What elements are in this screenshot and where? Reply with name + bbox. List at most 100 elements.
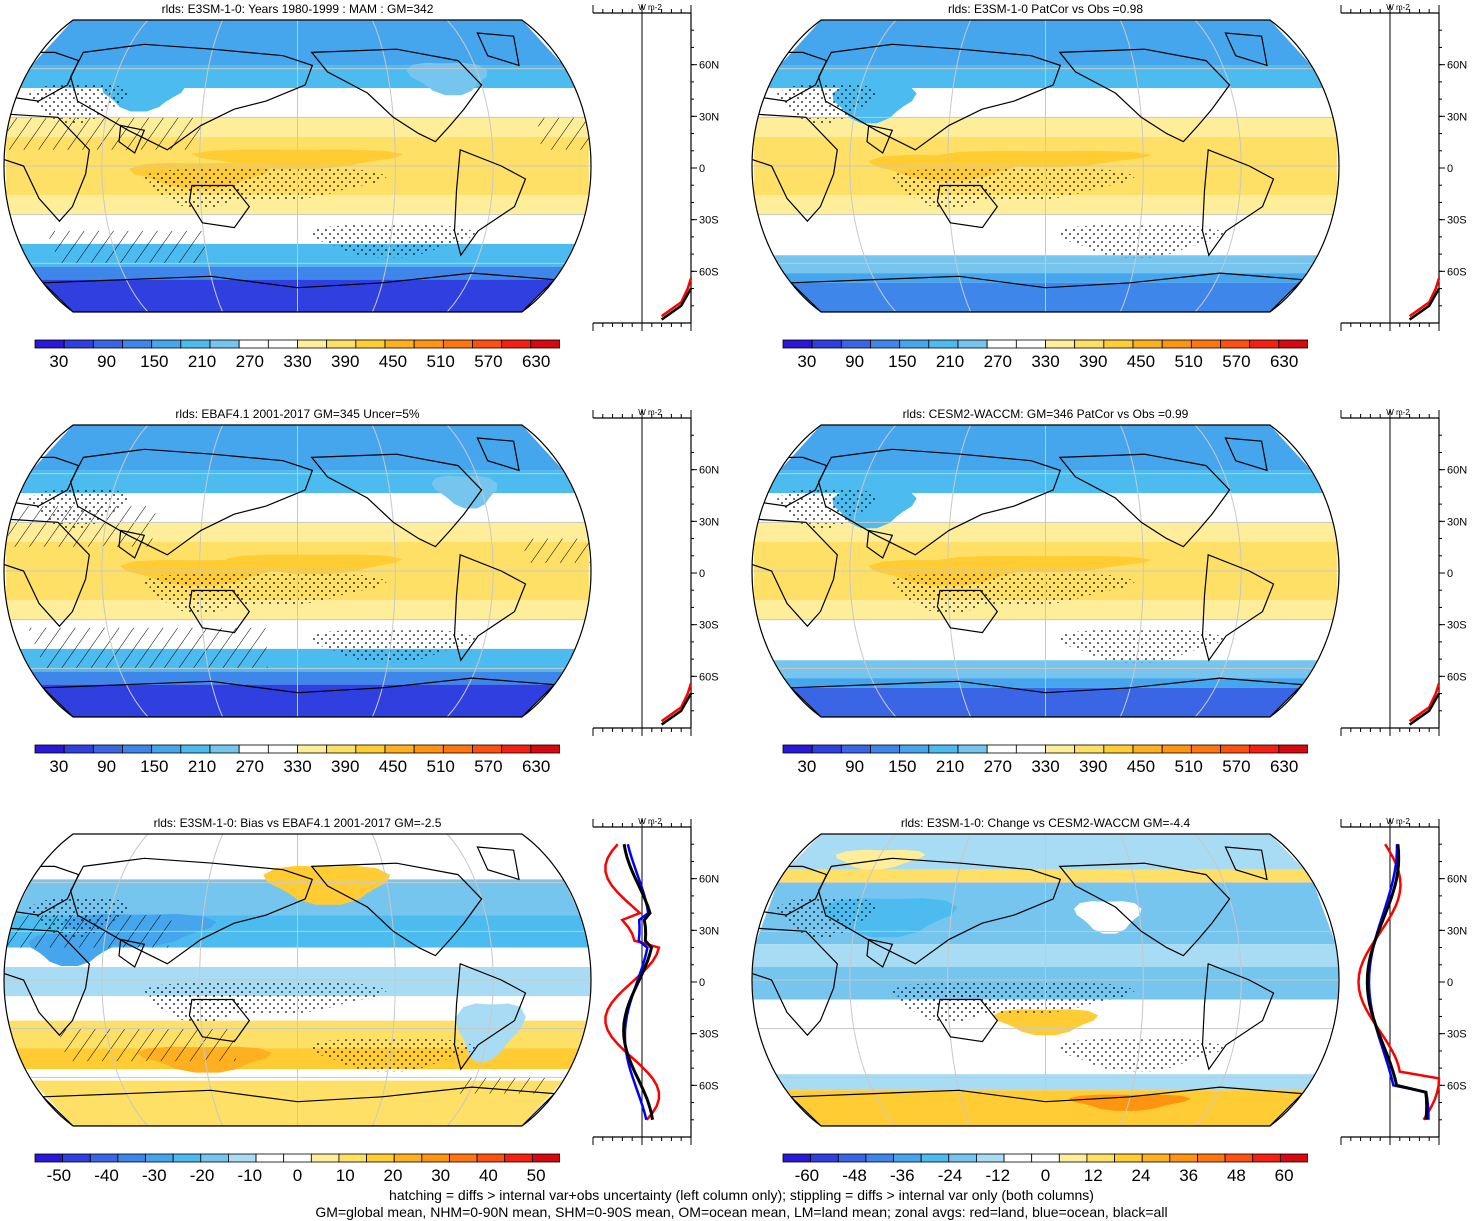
zonal-all-line xyxy=(1408,287,1441,321)
colorbar-swatch xyxy=(1278,339,1308,349)
zonal-land-line xyxy=(1408,682,1441,723)
colorbar-swatch xyxy=(782,1153,812,1163)
colorbar-label: 30 xyxy=(797,352,816,371)
colorbar-label: 330 xyxy=(283,757,311,776)
colorbar-swatch xyxy=(449,1153,478,1163)
zonal-land-line xyxy=(1408,277,1441,318)
colorbar-swatch xyxy=(1074,339,1105,349)
coastline-asia xyxy=(69,448,314,556)
coastline-asia xyxy=(69,43,314,151)
colorbar-label: 210 xyxy=(188,757,216,776)
zonal-all-line xyxy=(660,287,693,321)
colorbar-swatch xyxy=(442,339,473,349)
coastline-india xyxy=(866,938,894,968)
panel-title: rlds: EBAF4.1 2001-2017 GM=345 Uncer=5% xyxy=(175,407,420,421)
colorbar-swatch xyxy=(976,1153,1005,1163)
lat-label: 60S xyxy=(1447,671,1467,683)
colorbar-swatch xyxy=(837,1153,867,1163)
colorbar-label: 150 xyxy=(140,757,168,776)
coastline-samerica xyxy=(1201,553,1275,662)
colorbar-swatch xyxy=(92,744,123,754)
panel-title: rlds: E3SM-1-0: Years 1980-1999 : MAM : … xyxy=(161,2,434,16)
lat-label: 30S xyxy=(1447,215,1467,227)
colorbar-label: 630 xyxy=(522,757,550,776)
colorbar-swatch xyxy=(530,744,560,754)
colorbar-swatch xyxy=(63,744,94,754)
coastline-asia xyxy=(817,43,1062,151)
colorbar-swatch xyxy=(34,744,65,754)
coastline-australia xyxy=(188,184,251,229)
coastline-australia xyxy=(188,998,251,1043)
lat-label: 30S xyxy=(1447,620,1467,632)
colorbar-swatch xyxy=(355,744,386,754)
coastline-greenland xyxy=(1224,437,1268,472)
colorbar-swatch xyxy=(1169,1153,1198,1163)
colorbar-swatch xyxy=(151,339,182,349)
zonal-ocean-line xyxy=(1367,844,1430,1120)
colorbar-swatch xyxy=(1141,1153,1171,1163)
colorbar-label: 570 xyxy=(474,757,502,776)
lat-label: 60S xyxy=(1447,1080,1467,1092)
zonal-all-line xyxy=(622,843,654,1121)
colorbar-label: 570 xyxy=(1222,757,1250,776)
colorbar-label: 24 xyxy=(1131,1166,1150,1185)
colorbar-label: 450 xyxy=(379,352,407,371)
colorbar-swatch xyxy=(920,1153,950,1163)
coastline-greenland xyxy=(476,846,520,881)
colorbar-swatch xyxy=(899,744,930,754)
colorbar-swatch xyxy=(1249,744,1280,754)
colorbar-label: -50 xyxy=(47,1166,72,1185)
colorbar-label: 510 xyxy=(1174,352,1202,371)
stippling xyxy=(1054,1039,1225,1072)
colorbar-swatch xyxy=(782,339,813,349)
hatching xyxy=(57,1028,237,1062)
colorbar-swatch xyxy=(421,1153,450,1163)
colorbar-label: 40 xyxy=(479,1166,498,1185)
lat-label: 60N xyxy=(699,874,719,886)
coastline-namerica xyxy=(310,48,483,143)
colorbar-swatch xyxy=(1045,744,1076,754)
zonal-all-line xyxy=(660,692,693,726)
lat-label: 60S xyxy=(699,671,719,683)
coastline-namerica xyxy=(1058,453,1231,548)
zonal-all-line xyxy=(1408,692,1441,726)
colorbar-label: 0 xyxy=(1041,1166,1050,1185)
lat-label: 0 xyxy=(1447,977,1453,989)
colorbar: 30 90 150 210 270 330 390 450 510 570 630 xyxy=(34,744,560,776)
map xyxy=(751,833,1340,1127)
lat-label: 30N xyxy=(1447,516,1467,528)
colorbar-swatch xyxy=(472,744,503,754)
map-outline xyxy=(751,19,1340,313)
coastline-australia xyxy=(188,589,251,634)
colorbar-swatch xyxy=(1132,339,1163,349)
lat-label: 60S xyxy=(699,266,719,278)
colorbar-swatch xyxy=(1045,339,1076,349)
coastline-india xyxy=(118,938,146,968)
lat-label: 0 xyxy=(699,163,705,175)
colorbar-swatch xyxy=(413,339,444,349)
colorbar-label: -60 xyxy=(795,1166,820,1185)
colorbar-swatch xyxy=(476,1153,506,1163)
colorbar-swatch xyxy=(297,744,328,754)
coastline-samerica xyxy=(453,962,527,1071)
colorbar-swatch xyxy=(255,1153,285,1163)
coastline-samerica xyxy=(1201,962,1275,1071)
colorbar-swatch xyxy=(1058,1153,1088,1163)
colorbar-swatch xyxy=(811,339,842,349)
lat-label: 0 xyxy=(699,568,705,580)
colorbar-swatch xyxy=(145,1153,174,1163)
colorbar-swatch xyxy=(267,339,298,349)
colorbar-swatch xyxy=(172,1153,202,1163)
hatching xyxy=(537,117,591,150)
coastline-namerica xyxy=(310,862,483,957)
colorbar-swatch xyxy=(151,744,182,754)
colorbar-label: 48 xyxy=(1227,1166,1246,1185)
footer-line-1: hatching = diffs > internal var+obs unce… xyxy=(389,1187,1094,1203)
colorbar-swatch xyxy=(472,339,503,349)
colorbar-swatch xyxy=(782,744,813,754)
colorbar-swatch xyxy=(209,339,240,349)
